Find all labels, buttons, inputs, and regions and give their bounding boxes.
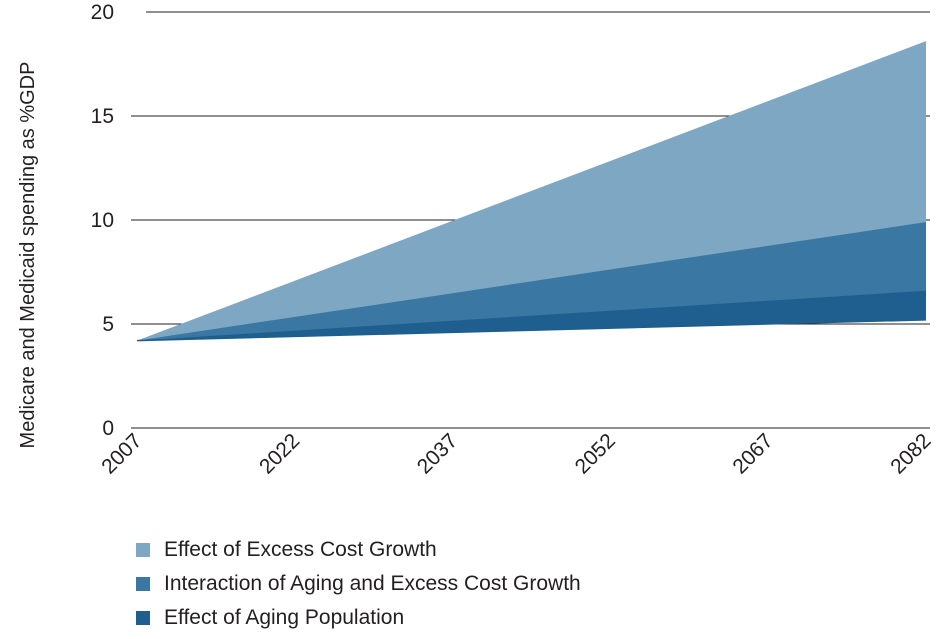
legend-label: Effect of Aging Population (164, 606, 405, 629)
legend-item: Effect of Aging Population (136, 601, 581, 635)
legend-item: Effect of Excess Cost Growth (136, 533, 581, 567)
legend-label: Effect of Excess Cost Growth (164, 538, 437, 561)
y-tick-label: 0 (102, 417, 114, 440)
x-tick-label: 2022 (255, 429, 304, 478)
legend: Effect of Excess Cost Growth Interaction… (136, 533, 581, 635)
x-tick-label: 2082 (886, 429, 935, 478)
legend-item: Interaction of Aging and Excess Cost Gro… (136, 567, 581, 601)
legend-swatch (136, 577, 150, 591)
y-tick-label: 10 (91, 209, 114, 232)
x-tick-label: 2052 (571, 429, 620, 478)
chart-areas (136, 41, 927, 342)
y-tick-labels: 0 5 10 15 20 (91, 1, 114, 440)
legend-swatch (136, 611, 150, 625)
x-tick-label: 2037 (413, 429, 462, 478)
x-tick-labels: 2007 2022 2037 2052 2067 2082 (97, 429, 935, 478)
x-tick-label: 2067 (728, 429, 777, 478)
base-line (136, 319, 927, 342)
y-tick-label: 5 (102, 313, 114, 336)
y-axis-title: Medicare and Medicaid spending as %GDP (17, 62, 39, 449)
y-tick-label: 15 (91, 105, 114, 128)
area-series (137, 290, 926, 341)
y-tick-label: 20 (91, 1, 114, 24)
legend-label: Interaction of Aging and Excess Cost Gro… (164, 572, 581, 595)
legend-swatch (136, 543, 150, 557)
